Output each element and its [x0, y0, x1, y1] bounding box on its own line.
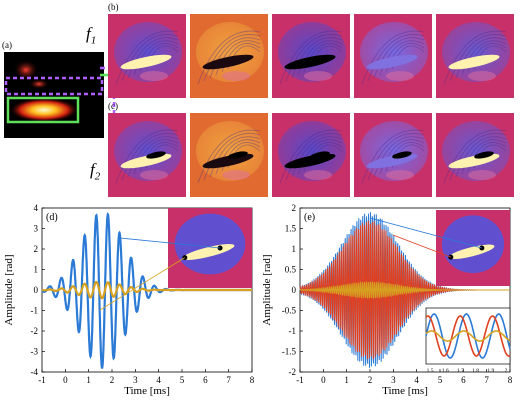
f1-label: f1	[86, 24, 97, 47]
b-phase-map-4	[354, 14, 432, 98]
d-xtick-label: 0	[63, 375, 68, 385]
e-xtick-label: 6	[461, 375, 466, 385]
e-zoom-xtick-label: 1.7	[457, 368, 464, 374]
e-series-gold	[299, 280, 510, 300]
d-ytick-label: -1	[31, 306, 39, 316]
d-ytick-label: 1	[34, 265, 39, 275]
e-xtick-label: -1	[296, 375, 304, 385]
c-phase-map-1	[108, 113, 186, 197]
c-phase-map-2	[190, 113, 268, 197]
e-ytick-label: -0.5	[282, 306, 297, 316]
e-zoom-xtick-label: 2	[505, 368, 508, 374]
d-ytick-label: 3	[34, 224, 39, 234]
e-xlabel: Time [ms]	[382, 385, 428, 397]
e-zoom-xtick-label: 1.5	[427, 368, 434, 374]
d-xtick-label: 1	[86, 375, 91, 385]
d-ytick-label: -4	[31, 367, 39, 377]
panel-a-label: (a)	[2, 40, 12, 50]
panel-c-label: (c)	[108, 101, 118, 111]
e-ytick-label: 0	[292, 285, 297, 295]
d-xtick-label: -1	[38, 375, 46, 385]
e-xtick-label: 3	[391, 375, 396, 385]
b-phase-map-1	[108, 14, 186, 98]
d-xtick-label: 2	[110, 375, 115, 385]
e-ytick-label: 0.5	[285, 265, 297, 275]
d-xlabel: Time [ms]	[124, 385, 170, 397]
panel-e-label: (e)	[304, 212, 315, 223]
e-ytick-label: 1.5	[285, 224, 297, 234]
d-ylabel: Amplitude [rad]	[3, 254, 15, 325]
d-phase-inset	[168, 208, 252, 288]
e-xtick-label: 5	[438, 375, 443, 385]
e-xtick-label: 8	[508, 375, 513, 385]
b-phase-map-5	[436, 14, 514, 98]
e-ytick-label: -1.5	[282, 347, 297, 357]
chart-d: -1 0 1 2 3 4 5 6 7 8 4 3 2 1 0 -1 -2 -3 -4 Time [ms] Amplitu…	[3, 203, 255, 397]
d-xtick-label: 7	[226, 375, 231, 385]
d-ytick-label: 0	[34, 285, 39, 295]
e-ytick-label: -2	[289, 367, 297, 377]
d-xtick-label: 4	[156, 375, 161, 385]
e-zoom-series-gold	[425, 330, 511, 342]
e-xtick-label: 2	[368, 375, 373, 385]
e-phase-inset	[436, 210, 510, 286]
e-ytick-label: -1	[289, 326, 297, 336]
c-phase-map-3	[272, 113, 350, 197]
e-xtick-label: 0	[321, 375, 326, 385]
d-ytick-label: 2	[34, 244, 39, 254]
d-ytick-label: -3	[31, 347, 39, 357]
e-zoom-xtick-label: 1.8	[472, 368, 479, 374]
d-series-gold	[41, 280, 252, 300]
green-roi-box	[6, 96, 80, 124]
c-phase-map-5	[436, 113, 514, 197]
e-zoom-xtick-label: 1.6	[442, 368, 449, 374]
e-xtick-label: 7	[484, 375, 489, 385]
b-phase-map-3	[272, 14, 350, 98]
f2-label: f2	[90, 160, 101, 183]
d-ytick-label: -2	[31, 326, 39, 336]
e-zoom-xtick-label: 1.9	[487, 368, 494, 374]
e-xtick-label: 1	[344, 375, 349, 385]
panel-a-thermal-image	[4, 52, 104, 138]
e-ytick-label: 2	[292, 203, 297, 213]
b-phase-map-2	[190, 14, 268, 98]
c-phase-map-4	[354, 113, 432, 197]
d-ytick-label: 4	[34, 203, 39, 213]
e-zoom-series-red	[425, 315, 511, 357]
panel-b-label: (b)	[108, 2, 119, 12]
d-xtick-label: 6	[203, 375, 208, 385]
e-zoom-series-blue	[425, 313, 511, 359]
e-ytick-label: 1	[292, 244, 297, 254]
panel-d-label: (d)	[46, 212, 58, 223]
d-xtick-label: 8	[250, 375, 255, 385]
d-xtick-label: 5	[180, 375, 185, 385]
e-zoom-inset: 1.5 1.6 1.7 1.8 1.9 2	[425, 307, 511, 374]
d-xtick-label: 3	[133, 375, 138, 385]
e-ylabel: Amplitude [rad]	[261, 254, 273, 325]
e-xtick-label: 4	[414, 375, 419, 385]
